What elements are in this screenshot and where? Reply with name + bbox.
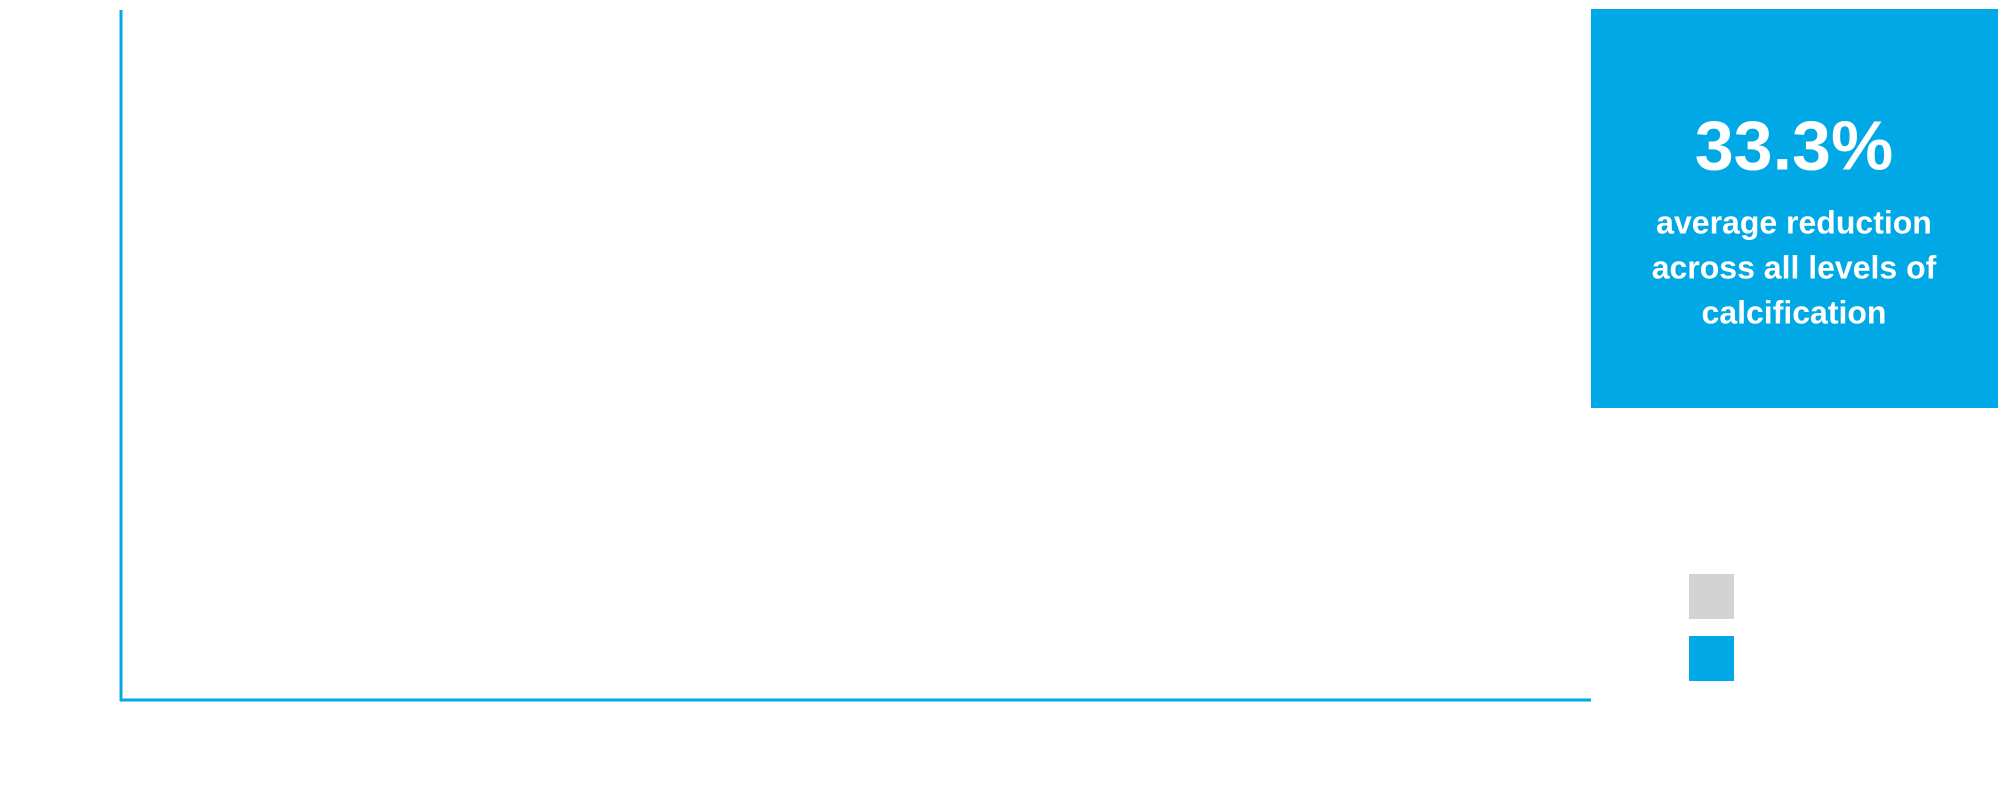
- callout-value: 33.3%: [1695, 106, 1893, 184]
- callout-text: average reduction: [1656, 204, 1932, 240]
- legend-swatch: [1689, 574, 1734, 619]
- callout-text: across all levels of: [1652, 249, 1937, 285]
- callout-text: calcification: [1702, 294, 1887, 330]
- legend-swatch: [1689, 636, 1734, 681]
- callout-box: [1591, 9, 1998, 408]
